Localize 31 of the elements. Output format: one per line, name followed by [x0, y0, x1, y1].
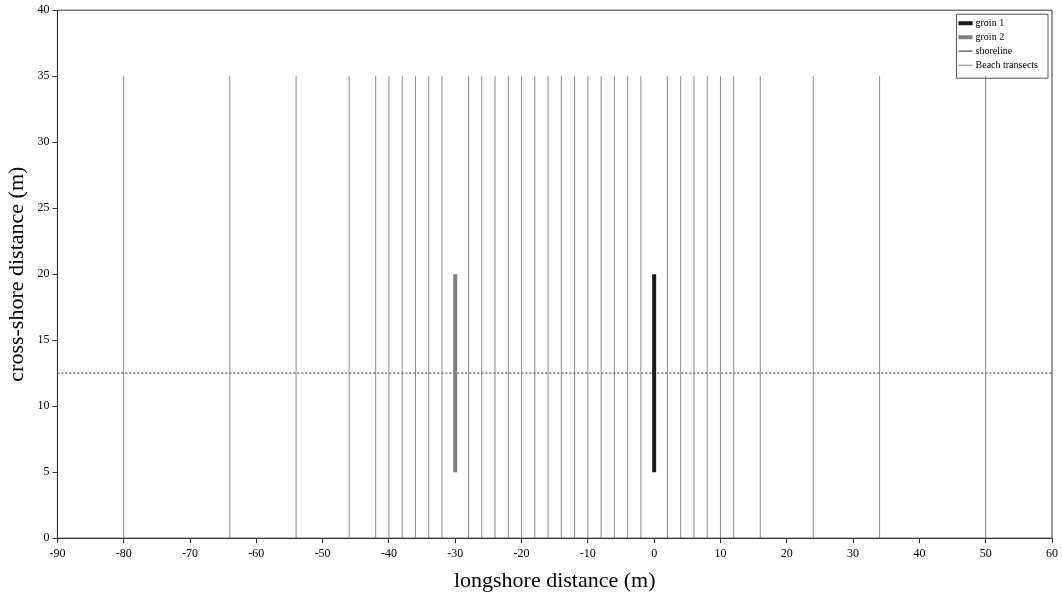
x-tick-label: -70 [182, 545, 199, 560]
y-tick-label: 25 [37, 200, 50, 215]
y-tick-label: 15 [37, 332, 50, 347]
y-tick-label: 10 [37, 398, 50, 413]
x-tick-label: -20 [513, 545, 530, 560]
x-tick-label: 50 [979, 545, 992, 560]
legend-label: shoreline [975, 44, 1013, 56]
y-tick-label: 0 [43, 530, 50, 545]
x-tick-label: 40 [913, 545, 926, 560]
x-tick-label: 30 [847, 545, 860, 560]
legend-label: Beach transects [975, 58, 1039, 70]
y-tick-label: 35 [37, 68, 50, 83]
y-tick-label: 30 [37, 134, 50, 149]
x-tick-label: -40 [380, 545, 397, 560]
x-tick-label: -10 [579, 545, 596, 560]
x-tick-label: -90 [49, 545, 66, 560]
x-axis-title: longshore distance (m) [453, 566, 656, 592]
y-tick-label: 20 [37, 266, 50, 281]
y-tick-label: 5 [43, 464, 50, 479]
x-tick-label: -50 [314, 545, 331, 560]
x-tick-label: 20 [780, 545, 793, 560]
y-tick-label: 40 [37, 2, 50, 17]
x-tick-label: 60 [1046, 545, 1058, 560]
x-tick-label: 10 [714, 545, 727, 560]
x-tick-label: -30 [447, 545, 464, 560]
y-axis-title: cross-shore distance (m) [2, 166, 28, 382]
legend-label: groin 2 [975, 30, 1005, 42]
x-tick-label: -60 [248, 545, 265, 560]
x-tick-label: -80 [115, 545, 132, 560]
legend-label: groin 1 [975, 16, 1005, 28]
x-tick-label: 0 [651, 545, 658, 560]
